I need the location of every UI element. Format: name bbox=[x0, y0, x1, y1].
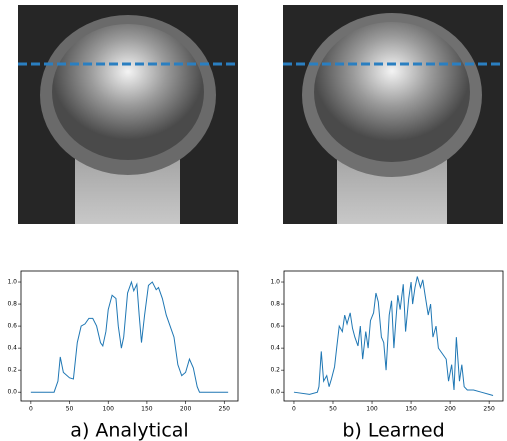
caption: b) Learned bbox=[342, 420, 444, 441]
x-tick-label: 200 bbox=[180, 406, 192, 413]
x-tick-label: 250 bbox=[483, 406, 495, 413]
y-tick-label: 0.0 bbox=[270, 389, 280, 396]
caption: a) Analytical bbox=[70, 420, 188, 441]
x-tick-label: 0 bbox=[29, 406, 33, 413]
x-tick-label: 150 bbox=[405, 406, 417, 413]
x-tick-label: 50 bbox=[66, 406, 74, 413]
x-tick-label: 200 bbox=[444, 406, 456, 413]
y-tick-label: 0.8 bbox=[7, 301, 17, 308]
line-series bbox=[293, 276, 494, 396]
y-tick-label: 0.6 bbox=[270, 323, 280, 330]
y-tick-label: 0.4 bbox=[7, 345, 17, 352]
y-tick-label: 0.4 bbox=[270, 345, 280, 352]
x-tick-label: 100 bbox=[366, 406, 378, 413]
y-tick-label: 1.0 bbox=[270, 279, 280, 286]
x-tick-label: 150 bbox=[141, 406, 153, 413]
x-tick-label: 0 bbox=[292, 406, 296, 413]
image-analytical bbox=[18, 5, 238, 224]
line-series bbox=[30, 280, 229, 393]
plot-frame bbox=[20, 270, 239, 402]
y-tick-label: 1.0 bbox=[7, 279, 17, 286]
x-tick-label: 250 bbox=[219, 406, 231, 413]
y-tick-label: 0.2 bbox=[270, 367, 280, 374]
x-tick-label: 50 bbox=[329, 406, 337, 413]
y-tick-label: 0.6 bbox=[7, 323, 17, 330]
y-tick-label: 0.2 bbox=[7, 367, 17, 374]
image-learned bbox=[283, 5, 503, 224]
x-tick-label: 100 bbox=[102, 406, 114, 413]
y-tick-label: 0.0 bbox=[7, 389, 17, 396]
y-tick-label: 0.8 bbox=[270, 301, 280, 308]
plot-frame bbox=[283, 270, 504, 402]
